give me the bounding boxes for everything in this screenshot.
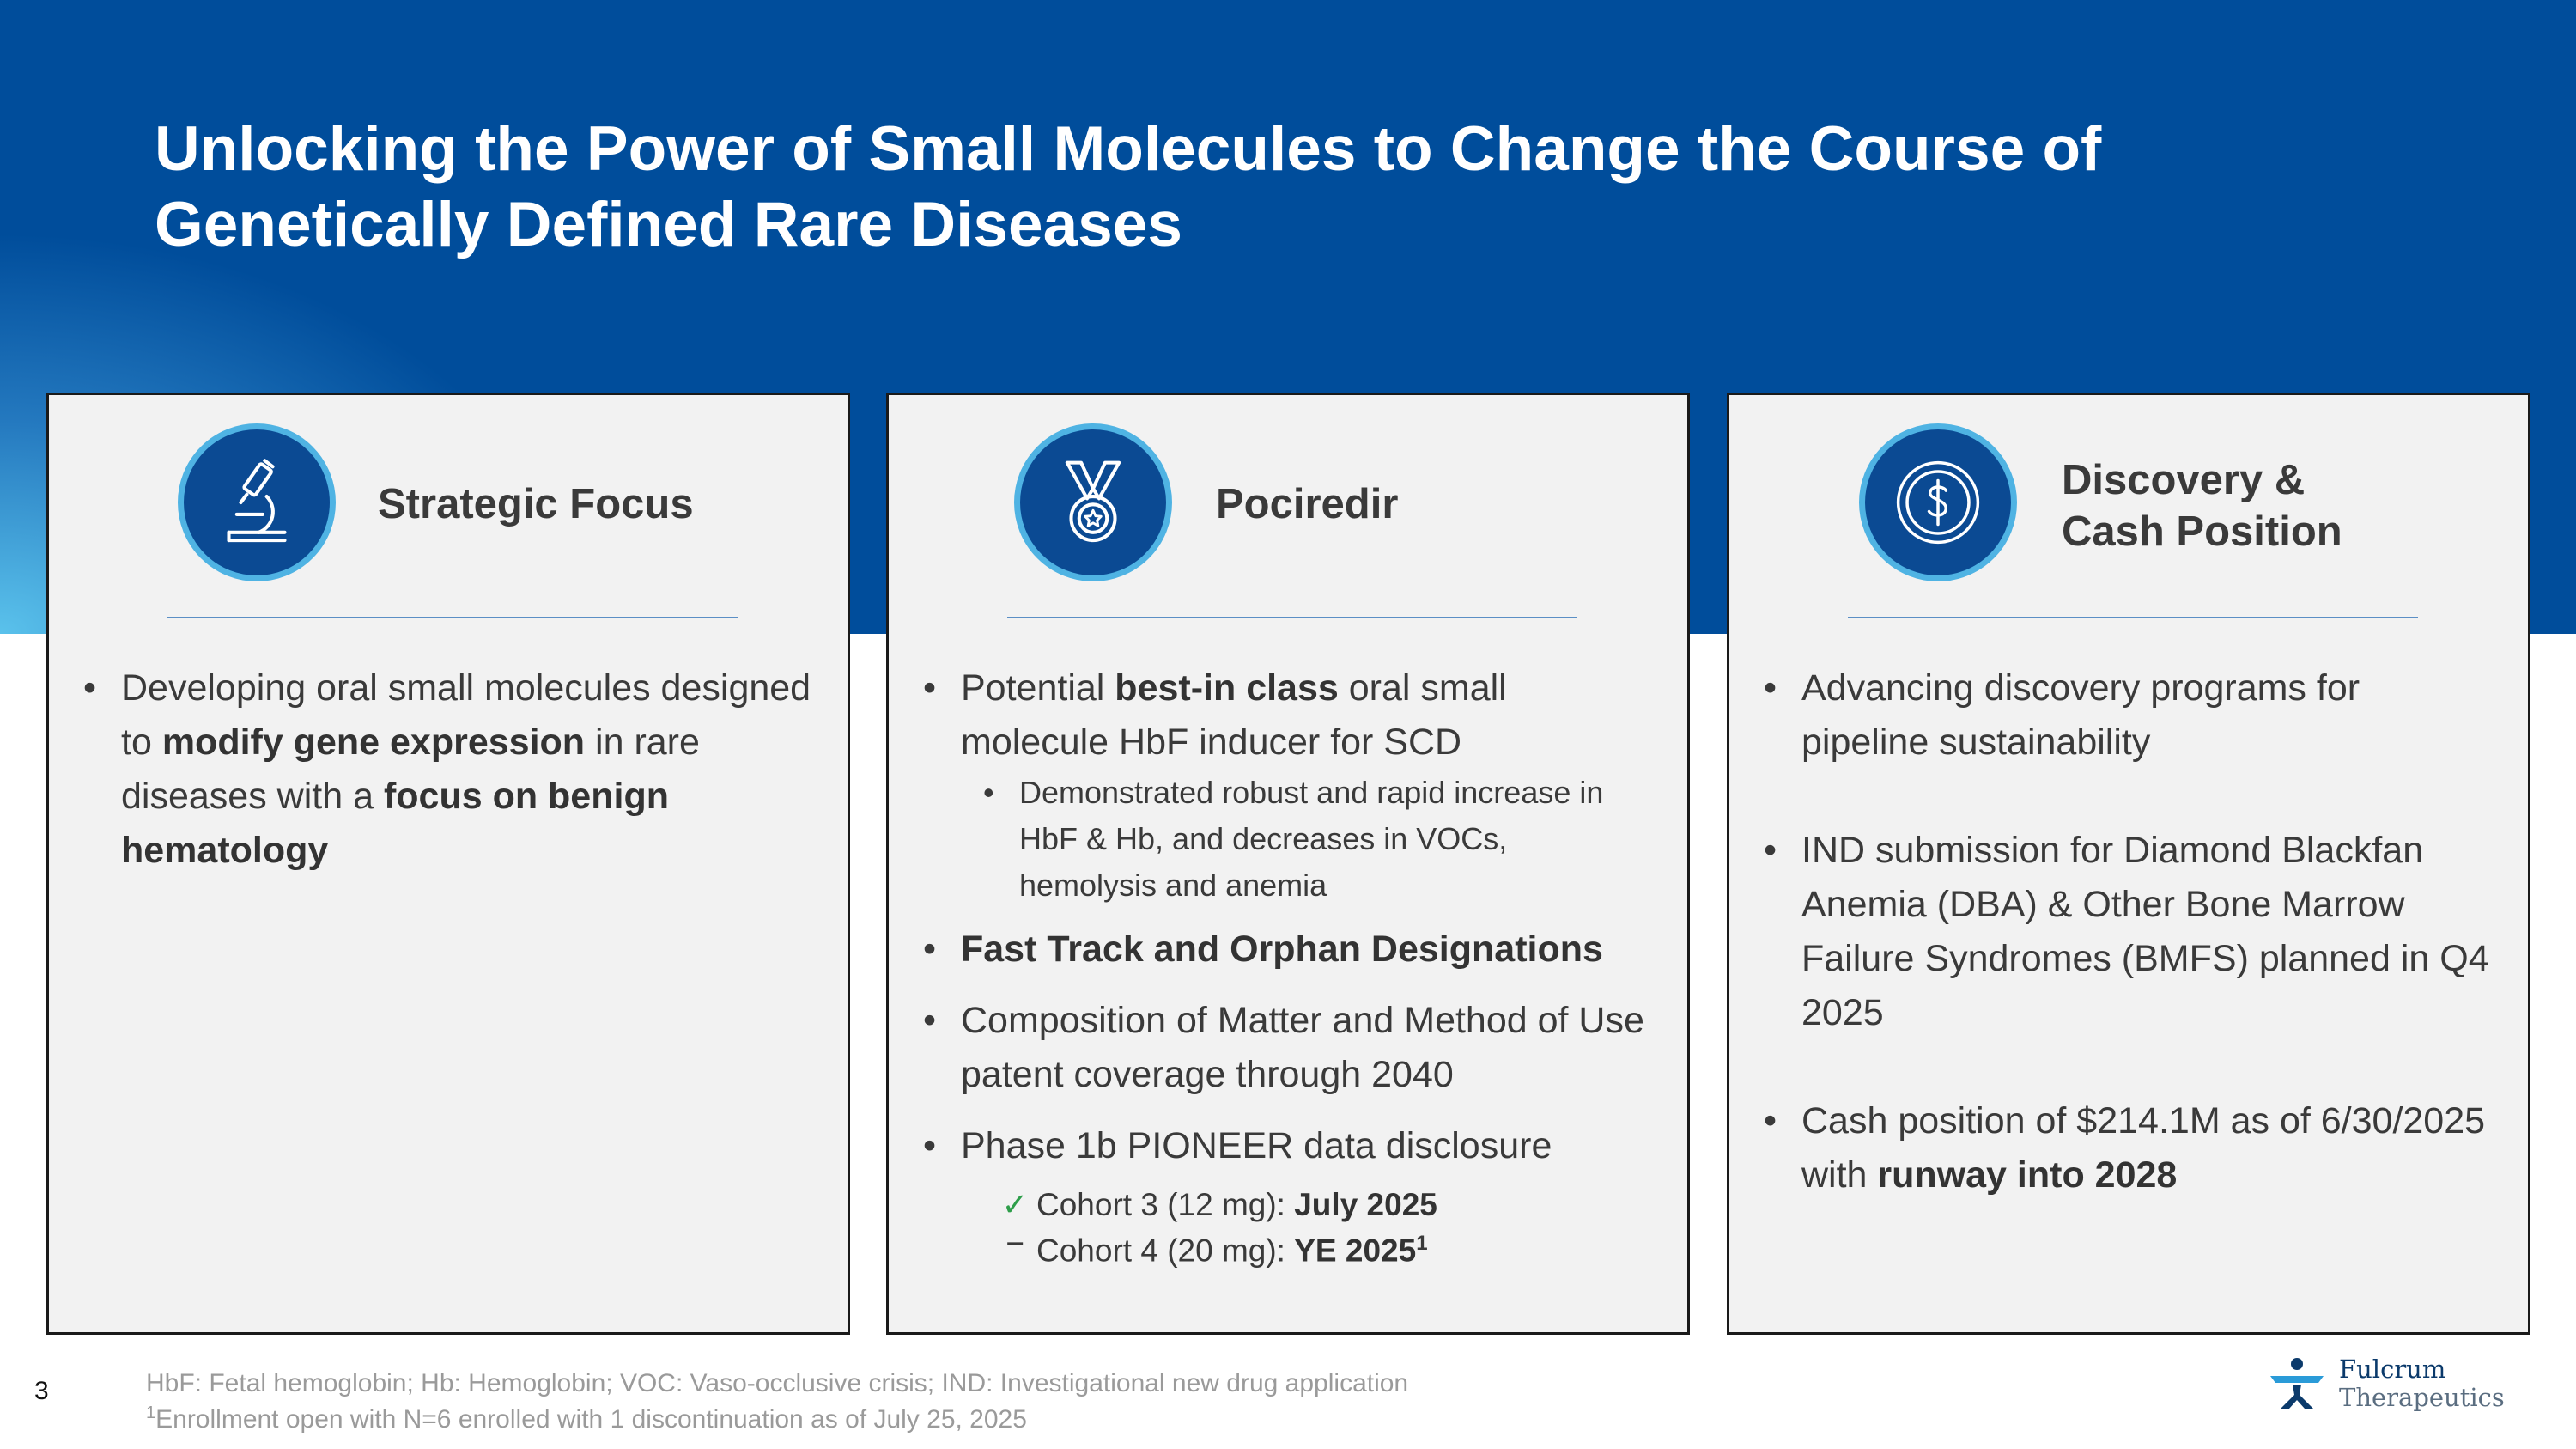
footnote-marker: 1 xyxy=(146,1403,156,1422)
header-band: Unlocking the Power of Small Molecules t… xyxy=(0,0,2576,634)
panel-discovery-cash: Discovery & Cash Position Advancing disc… xyxy=(1727,393,2530,1335)
cohort-value: YE 2025 xyxy=(1294,1233,1417,1269)
bullet-item: Fast Track and Orphan Designations xyxy=(923,922,1653,977)
footnote-line1: HbF: Fetal hemoglobin; Hb: Hemoglobin; V… xyxy=(146,1369,1409,1397)
panel-pociredir: Pociredir Potential best-in class oral s… xyxy=(886,393,1690,1335)
bullet-bold: modify gene expression xyxy=(161,721,586,763)
page-number: 3 xyxy=(34,1377,49,1405)
logo-line1: Fulcrum xyxy=(2339,1355,2446,1384)
panel-title-line1: Discovery & xyxy=(2062,457,2306,503)
bullet-item: Advancing discovery programs for pipelin… xyxy=(1764,661,2494,770)
cohort-label: Cohort 4 (20 mg): xyxy=(1036,1233,1295,1269)
cohort-item: ✓ Cohort 3 (12 mg): July 2025 xyxy=(1001,1185,1653,1224)
logo-line2: Therapeutics xyxy=(2339,1383,2505,1412)
footnote-ref: 1 xyxy=(1416,1232,1428,1255)
bullet-text: Potential xyxy=(961,667,1115,709)
sub-bullet-item: Demonstrated robust and rapid increase i… xyxy=(983,770,1653,909)
panel-body: Developing oral small molecules designed… xyxy=(83,661,813,878)
bullet-item: Cash position of $214.1M as of 6/30/2025… xyxy=(1764,1094,2494,1202)
bullet-item: Potential best-in class oral small molec… xyxy=(923,661,1653,770)
footnote-line2: 1Enrollment open with N=6 enrolled with … xyxy=(146,1398,1408,1434)
panel-title: Strategic Focus xyxy=(378,481,694,527)
cohort-value: July 2025 xyxy=(1294,1187,1437,1222)
panel-title: Discovery & Cash Position xyxy=(2062,454,2342,557)
cohort-label: Cohort 3 (12 mg): xyxy=(1036,1187,1295,1222)
bullet-item: IND submission for Diamond Blackfan Anem… xyxy=(1764,824,2494,1040)
cohort-item: − Cohort 4 (20 mg): YE 20251 xyxy=(1005,1224,1653,1269)
bullet-item: Composition of Matter and Method of Use … xyxy=(923,994,1653,1102)
footnote-text: Enrollment open with N=6 enrolled with 1… xyxy=(155,1405,1027,1434)
slide-title-line1: Unlocking the Power of Small Molecules t… xyxy=(155,114,2102,184)
company-logo: Fulcrum Therapeutics xyxy=(2267,1355,2507,1416)
panel-strategic-focus: Strategic Focus Developing oral small mo… xyxy=(46,393,850,1335)
dash-icon: − xyxy=(1005,1226,1024,1261)
logo-text: Fulcrum Therapeutics xyxy=(2339,1355,2505,1412)
bullet-bold: focus on benign hematology xyxy=(121,776,669,871)
dollar-coin-icon xyxy=(1859,423,2017,581)
fulcrum-logo-icon xyxy=(2270,1358,2324,1409)
award-medal-icon xyxy=(1014,423,1172,581)
bullet-text: in rare diseases with a xyxy=(121,721,700,817)
panel-body: Advancing discovery programs for pipelin… xyxy=(1764,661,2494,1202)
panel-divider xyxy=(167,617,738,618)
panel-title: Pociredir xyxy=(1216,481,1399,527)
bullet-item: Developing oral small molecules designed… xyxy=(83,661,813,878)
bullet-item: Phase 1b PIONEER data disclosure xyxy=(923,1119,1653,1173)
bullet-text: Cash position of $214.1M as of 6/30/2025… xyxy=(1801,1100,2486,1196)
microscope-icon xyxy=(178,423,336,581)
bullet-text: oral small molecule HbF inducer for SCD xyxy=(961,667,1507,763)
footnotes: HbF: Fetal hemoglobin; Hb: Hemoglobin; V… xyxy=(146,1368,1408,1434)
slide-title: Unlocking the Power of Small Molecules t… xyxy=(155,112,2387,263)
panel-divider xyxy=(1848,617,2418,618)
bullet-bold: best-in class xyxy=(1115,667,1339,709)
bullet-text: Developing oral small molecules designed… xyxy=(121,667,811,763)
panel-divider xyxy=(1007,617,1577,618)
bullet-bold: runway into 2028 xyxy=(1877,1154,2178,1196)
panel-body: Potential best-in class oral small molec… xyxy=(923,661,1653,1269)
panel-title-line2: Cash Position xyxy=(2062,508,2342,555)
bullet-bold: Fast Track and Orphan Designations xyxy=(961,928,1603,970)
slide-title-line2: Genetically Defined Rare Diseases xyxy=(155,190,1182,259)
checkmark-icon: ✓ xyxy=(1001,1187,1029,1222)
